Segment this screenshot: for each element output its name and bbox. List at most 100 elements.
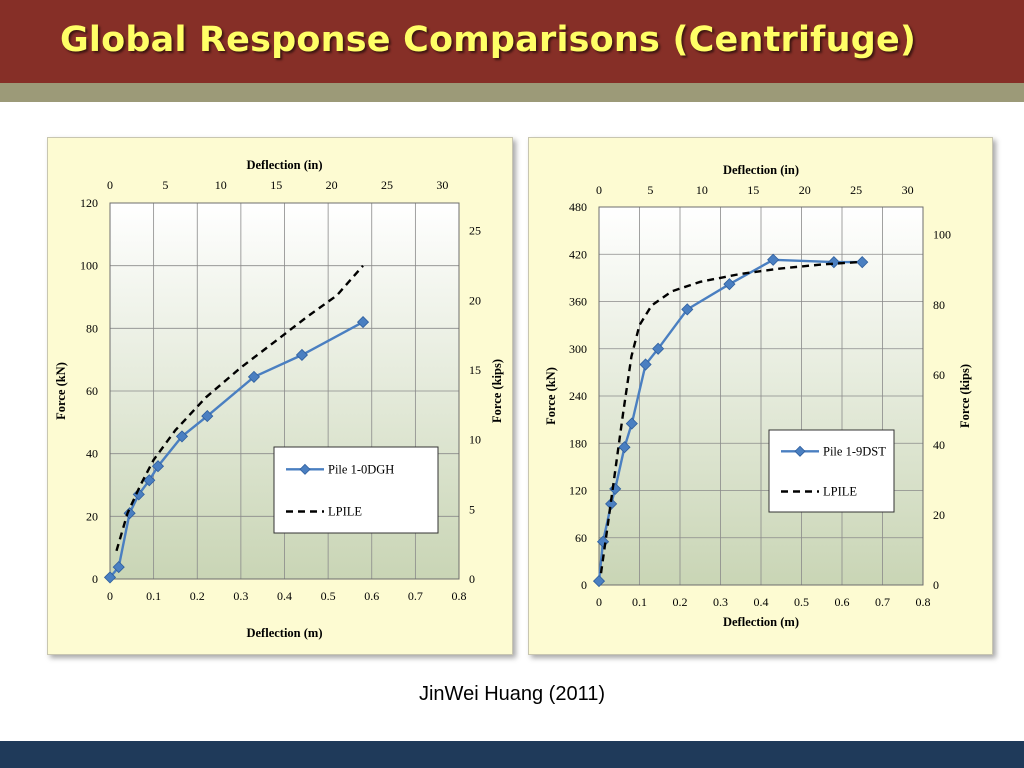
x-top-tick-label: 25: [381, 178, 393, 192]
y-left-tick-label: 100: [80, 259, 98, 273]
y-left-tick-label: 480: [569, 200, 587, 214]
x-bottom-tick-label: 0.8: [916, 595, 931, 609]
plot-border: [109, 202, 460, 580]
data-point: [856, 256, 869, 269]
x-bottom-tick-label: 0.1: [146, 589, 161, 603]
data-point: [295, 348, 309, 362]
y-right-tick-label: 20: [933, 508, 945, 522]
x-top-tick-label: 30: [902, 183, 914, 197]
y-right-tick-label: 0: [933, 578, 939, 592]
series-pile-1-0dgh: [103, 316, 370, 584]
y-left-tick-label: 60: [86, 384, 98, 398]
footer-bar: [0, 741, 1024, 768]
data-point: [596, 535, 610, 548]
y-right-tick-label: 15: [469, 363, 481, 377]
legend-label: LPILE: [823, 485, 857, 499]
data-point: [123, 507, 136, 520]
data-point: [723, 278, 736, 291]
x-top-axis-title: Deflection (in): [246, 158, 322, 172]
x-top-tick-label: 5: [162, 178, 168, 192]
title-bar: [0, 0, 1024, 83]
y-right-tick-label: 80: [933, 298, 945, 312]
data-point: [103, 571, 117, 584]
data-point: [132, 488, 145, 501]
y-right-tick-label: 40: [933, 438, 945, 452]
y-left-tick-label: 120: [80, 196, 98, 210]
y-right-tick-label: 5: [469, 502, 475, 516]
y-left-tick-label: 300: [569, 342, 587, 356]
x-bottom-tick-label: 0.3: [713, 595, 728, 609]
x-bottom-axis-title: Deflection (m): [246, 626, 322, 640]
y-right-tick-label: 100: [933, 228, 951, 242]
chart-panel-pile-1-9dst: 0 0.1 0.2 0.3 0.4 0.5 0.6 0.7 0.8 0 5 10 15 20 25 30 0 60…: [528, 137, 993, 655]
data-point: [151, 460, 165, 473]
series-line-lpile: [115, 264, 364, 552]
legend-box: [273, 446, 439, 534]
x-top-tick-label: 15: [270, 178, 282, 192]
legend-label: LPILE: [328, 505, 362, 519]
y-right-axis-title: Force (kips): [490, 359, 504, 423]
y-left-tick-label: 180: [569, 436, 587, 450]
data-point: [356, 316, 370, 329]
x-bottom-tick-label: 0.5: [321, 589, 336, 603]
x-bottom-axis-title: Deflection (m): [723, 615, 799, 629]
accent-bar: [0, 83, 1024, 102]
plot-border: [598, 206, 924, 586]
x-top-tick-label: 5: [647, 183, 653, 197]
legend-label: Pile 1-0DGH: [328, 462, 394, 476]
x-bottom-tick-label: 0.6: [364, 589, 379, 603]
y-left-tick-label: 240: [569, 389, 587, 403]
legend: Pile 1-9DST LPILE: [768, 429, 895, 513]
y-left-tick-label: 40: [86, 447, 98, 461]
y-left-tick-label: 420: [569, 247, 587, 261]
data-point: [681, 303, 694, 316]
x-bottom-tick-label: 0.7: [408, 589, 423, 603]
y-right-tick-label: 25: [469, 224, 481, 238]
data-point: [767, 253, 780, 266]
y-right-tick-label: 0: [469, 572, 475, 586]
x-bottom-tick-label: 0: [107, 589, 113, 603]
data-point: [639, 358, 652, 371]
chart-pile-1-0dgh: 0 0.1 0.2 0.3 0.4 0.5 0.6 0.7 0.80 5 10 15 20 25 30020…: [54, 158, 504, 640]
y-left-tick-label: 20: [86, 509, 98, 523]
x-bottom-tick-label: 0.5: [794, 595, 809, 609]
y-left-tick-label: 360: [569, 295, 587, 309]
x-bottom-tick-label: 0.7: [875, 595, 890, 609]
x-bottom-tick-label: 0: [596, 595, 602, 609]
x-top-tick-label: 20: [799, 183, 811, 197]
series-lpile: [115, 264, 364, 552]
y-right-tick-label: 60: [933, 368, 945, 382]
data-point: [112, 561, 125, 574]
x-bottom-tick-label: 0.8: [452, 589, 467, 603]
x-top-tick-label: 20: [326, 178, 338, 192]
data-point: [247, 370, 261, 383]
x-top-axis-title: Deflection (in): [723, 163, 799, 177]
series-line-lpile: [599, 260, 859, 574]
x-top-tick-label: 25: [850, 183, 862, 197]
y-right-tick-label: 20: [469, 293, 481, 307]
x-top-tick-label: 0: [596, 183, 602, 197]
data-point: [175, 430, 189, 443]
y-left-tick-label: 0: [581, 578, 587, 592]
slide-title: Global Response Comparisons (Centrifuge): [60, 20, 917, 60]
x-top-tick-label: 10: [696, 183, 708, 197]
data-point: [618, 441, 631, 454]
x-bottom-tick-label: 0.3: [233, 589, 248, 603]
x-top-tick-label: 0: [107, 178, 113, 192]
legend-label: Pile 1-9DST: [823, 444, 886, 458]
chart-pile-1-9dst: 0 0.1 0.2 0.3 0.4 0.5 0.6 0.7 0.80 5 10 15 20 25 30060…: [544, 163, 972, 629]
data-point: [605, 497, 618, 510]
y-left-tick-label: 0: [92, 572, 98, 586]
x-bottom-tick-label: 0.1: [632, 595, 647, 609]
citation: JinWei Huang (2011): [418, 683, 606, 705]
data-point: [201, 410, 214, 423]
data-point: [592, 574, 606, 588]
x-bottom-tick-label: 0.6: [835, 595, 850, 609]
data-point: [652, 342, 665, 355]
x-top-tick-label: 10: [215, 178, 227, 192]
x-top-tick-label: 30: [436, 178, 448, 192]
series-lpile: [599, 260, 859, 574]
legend: Pile 1-0DGH LPILE: [273, 446, 439, 534]
x-bottom-tick-label: 0.4: [754, 595, 769, 609]
chart-panel-pile-1-0dgh: 0 0.1 0.2 0.3 0.4 0.5 0.6 0.7 0.8 0 5 10 15 20 25 30 0 20…: [47, 137, 513, 655]
